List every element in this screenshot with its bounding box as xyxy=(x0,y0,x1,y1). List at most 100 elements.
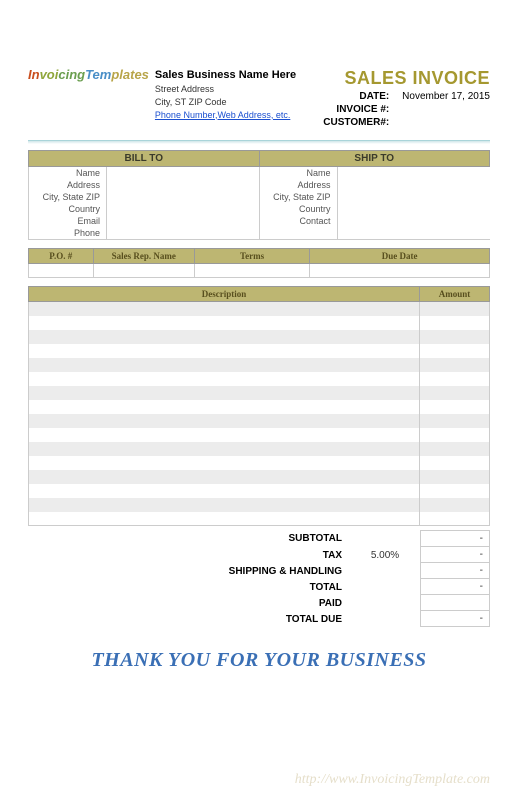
business-city: City, ST ZIP Code xyxy=(155,96,296,109)
item-amount-cell[interactable] xyxy=(420,442,490,456)
summary-label: TAX xyxy=(28,548,350,563)
logo: InvoicingTemplates xyxy=(28,68,149,81)
summary-mid xyxy=(350,601,420,605)
summary-value: - xyxy=(420,563,490,579)
bill-label: Country xyxy=(29,203,107,215)
summary-value: - xyxy=(420,547,490,563)
item-desc-cell[interactable] xyxy=(29,344,420,358)
item-amount-cell[interactable] xyxy=(420,470,490,484)
po-header: Due Date xyxy=(310,249,490,264)
item-desc-cell[interactable] xyxy=(29,484,420,498)
item-amount-cell[interactable] xyxy=(420,316,490,330)
summary: SUBTOTAL-TAX5.00%-SHIPPING & HANDLING-TO… xyxy=(28,530,490,627)
item-desc-cell[interactable] xyxy=(29,330,420,344)
item-desc-cell[interactable] xyxy=(29,470,420,484)
summary-value: - xyxy=(420,611,490,627)
ship-value[interactable] xyxy=(337,191,490,203)
date-value: November 17, 2015 xyxy=(400,91,490,102)
summary-mid xyxy=(350,585,420,589)
customer-label: CUSTOMER#: xyxy=(323,117,389,128)
po-table: P.O. #Sales Rep. NameTermsDue Date xyxy=(28,248,490,278)
item-desc-cell[interactable] xyxy=(29,358,420,372)
bill-value[interactable] xyxy=(107,215,260,227)
summary-label: SHIPPING & HANDLING xyxy=(28,564,350,579)
summary-label: SUBTOTAL xyxy=(28,531,350,546)
invoice-num-label: INVOICE #: xyxy=(336,104,389,115)
header-left: InvoicingTemplates Sales Business Name H… xyxy=(28,68,296,128)
bill-value[interactable] xyxy=(107,191,260,203)
item-amount-cell[interactable] xyxy=(420,386,490,400)
bill-value[interactable] xyxy=(107,227,260,240)
item-amount-cell[interactable] xyxy=(420,400,490,414)
invoice-title: SALES INVOICE xyxy=(323,68,490,89)
ship-value[interactable] xyxy=(337,203,490,215)
summary-label: TOTAL DUE xyxy=(28,612,350,627)
item-desc-cell[interactable] xyxy=(29,372,420,386)
bill-label: Phone xyxy=(29,227,107,240)
po-cell[interactable] xyxy=(93,264,194,278)
item-desc-cell[interactable] xyxy=(29,386,420,400)
summary-mid xyxy=(350,537,420,541)
bill-value[interactable] xyxy=(107,167,260,180)
po-cell[interactable] xyxy=(29,264,94,278)
item-amount-cell[interactable] xyxy=(420,498,490,512)
ship-value[interactable] xyxy=(337,179,490,191)
po-cell[interactable] xyxy=(310,264,490,278)
item-desc-cell[interactable] xyxy=(29,512,420,526)
ship-value[interactable] xyxy=(337,215,490,227)
item-amount-cell[interactable] xyxy=(420,512,490,526)
summary-mid xyxy=(350,569,420,573)
item-amount-cell[interactable] xyxy=(420,344,490,358)
ship-to-header: SHIP TO xyxy=(259,151,490,167)
items-table: Description Amount xyxy=(28,286,490,526)
po-header: Sales Rep. Name xyxy=(93,249,194,264)
ship-label xyxy=(259,227,337,240)
summary-value xyxy=(420,595,490,611)
watermark: http://www.InvoicingTemplate.com xyxy=(295,772,490,788)
item-amount-cell[interactable] xyxy=(420,484,490,498)
bill-value[interactable] xyxy=(107,179,260,191)
ship-value[interactable] xyxy=(337,167,490,180)
meta-invoice-num: INVOICE #: xyxy=(323,104,490,115)
item-desc-cell[interactable] xyxy=(29,428,420,442)
items-amount-header: Amount xyxy=(420,287,490,302)
item-desc-cell[interactable] xyxy=(29,400,420,414)
meta-customer: CUSTOMER#: xyxy=(323,117,490,128)
thank-you-message: THANK YOU FOR YOUR BUSINESS xyxy=(28,649,490,672)
business-street: Street Address xyxy=(155,83,296,96)
item-desc-cell[interactable] xyxy=(29,316,420,330)
po-cell[interactable] xyxy=(194,264,309,278)
item-desc-cell[interactable] xyxy=(29,456,420,470)
item-desc-cell[interactable] xyxy=(29,302,420,316)
business-contact-link[interactable]: Phone Number,Web Address, etc. xyxy=(155,109,296,122)
po-header: P.O. # xyxy=(29,249,94,264)
bill-label: Name xyxy=(29,167,107,180)
item-amount-cell[interactable] xyxy=(420,330,490,344)
item-amount-cell[interactable] xyxy=(420,372,490,386)
date-label: DATE: xyxy=(359,91,389,102)
bill-to-header: BILL TO xyxy=(29,151,260,167)
ship-label: Contact xyxy=(259,215,337,227)
item-amount-cell[interactable] xyxy=(420,414,490,428)
business-name: Sales Business Name Here xyxy=(155,68,296,83)
item-desc-cell[interactable] xyxy=(29,498,420,512)
summary-label: TOTAL xyxy=(28,580,350,595)
business-block: Sales Business Name Here Street Address … xyxy=(155,68,296,121)
header: InvoicingTemplates Sales Business Name H… xyxy=(28,68,490,128)
item-amount-cell[interactable] xyxy=(420,456,490,470)
summary-value: - xyxy=(420,579,490,595)
item-desc-cell[interactable] xyxy=(29,442,420,456)
item-desc-cell[interactable] xyxy=(29,414,420,428)
header-right: SALES INVOICE DATE: November 17, 2015 IN… xyxy=(323,68,490,128)
ship-label: Address xyxy=(259,179,337,191)
ship-value[interactable] xyxy=(337,227,490,240)
summary-mid xyxy=(350,617,420,621)
ship-label: City, State ZIP xyxy=(259,191,337,203)
item-amount-cell[interactable] xyxy=(420,358,490,372)
item-amount-cell[interactable] xyxy=(420,428,490,442)
summary-label: PAID xyxy=(28,596,350,611)
item-amount-cell[interactable] xyxy=(420,302,490,316)
bill-label: City, State ZIP xyxy=(29,191,107,203)
bill-value[interactable] xyxy=(107,203,260,215)
ship-label: Name xyxy=(259,167,337,180)
